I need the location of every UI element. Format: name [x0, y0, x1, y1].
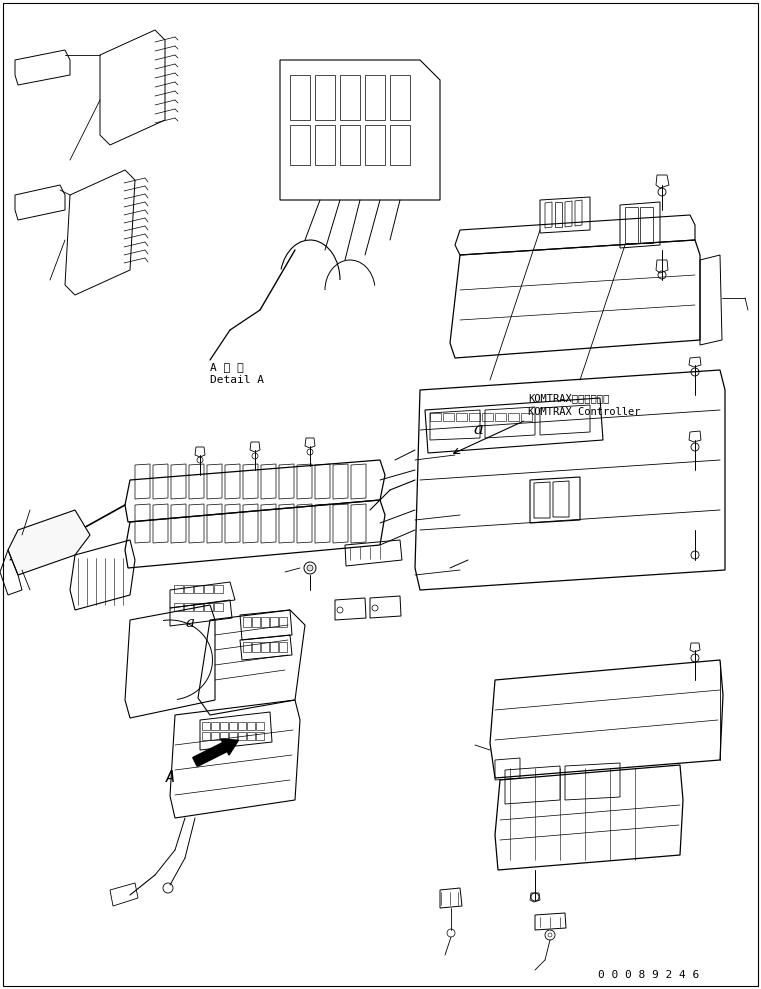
Bar [238, 722, 246, 730]
Bar [279, 617, 287, 627]
Circle shape [307, 565, 313, 571]
Bar [261, 642, 269, 652]
Bar [482, 413, 493, 421]
Bar [220, 732, 228, 740]
Text: KOMTRAXコントローラ: KOMTRAXコントローラ [528, 393, 610, 403]
Text: a: a [473, 421, 483, 438]
Bar [256, 732, 264, 740]
Bar [204, 585, 213, 593]
Bar [247, 722, 255, 730]
Bar [220, 722, 228, 730]
Text: A: A [165, 770, 174, 785]
Bar [194, 603, 203, 611]
Bar [229, 722, 237, 730]
Text: 0 0 0 8 9 2 4 6: 0 0 0 8 9 2 4 6 [598, 970, 699, 980]
Bar [256, 722, 264, 730]
Bar [495, 413, 506, 421]
Bar [243, 642, 251, 652]
Bar [174, 585, 183, 593]
Bar [430, 413, 441, 421]
FancyArrow shape [193, 739, 238, 766]
Bar [270, 617, 278, 627]
Bar [229, 732, 237, 740]
Bar [211, 732, 219, 740]
Text: KOMTRAX Controller: KOMTRAX Controller [528, 407, 641, 417]
Bar [211, 722, 219, 730]
Bar [521, 413, 532, 421]
Bar [469, 413, 480, 421]
Bar [279, 642, 287, 652]
Bar [184, 603, 193, 611]
Bar [174, 603, 183, 611]
Text: a: a [186, 616, 195, 630]
Bar [238, 732, 246, 740]
Bar [202, 732, 210, 740]
Bar [184, 585, 193, 593]
Text: A 詳 細: A 詳 細 [210, 362, 244, 372]
Bar [443, 413, 454, 421]
Bar [202, 722, 210, 730]
Bar [214, 585, 223, 593]
Bar [252, 617, 260, 627]
Bar [261, 617, 269, 627]
Bar [508, 413, 519, 421]
Bar [270, 642, 278, 652]
Bar [204, 603, 213, 611]
Bar [194, 585, 203, 593]
Bar [243, 617, 251, 627]
Bar [252, 642, 260, 652]
Polygon shape [8, 510, 90, 575]
Bar [247, 732, 255, 740]
Bar [456, 413, 467, 421]
Text: Detail A: Detail A [210, 375, 264, 385]
Bar [214, 603, 223, 611]
